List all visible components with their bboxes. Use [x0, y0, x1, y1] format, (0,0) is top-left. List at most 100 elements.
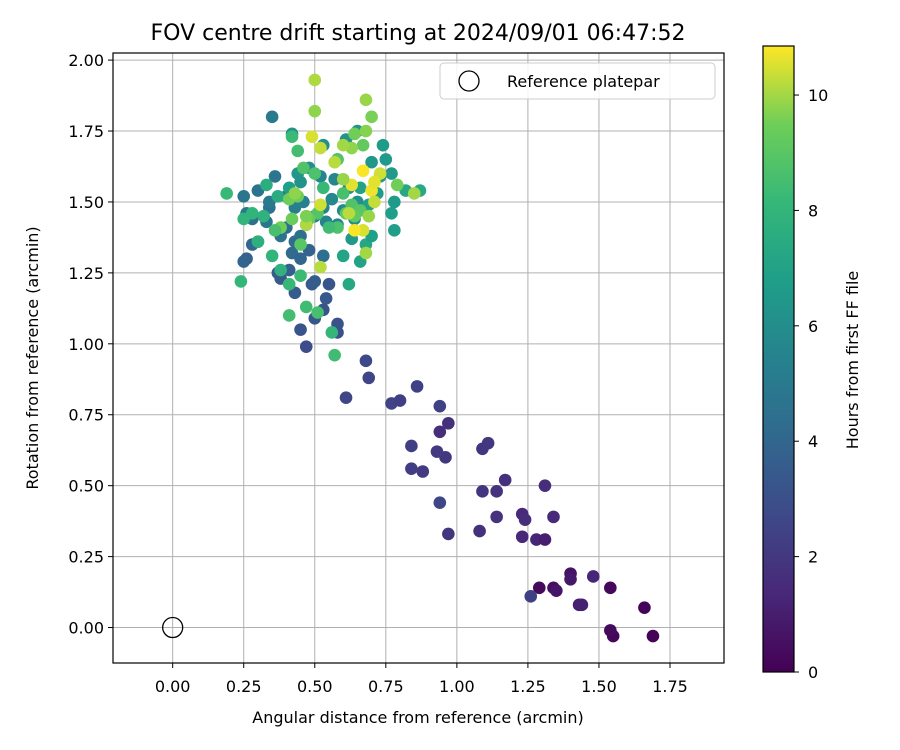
data-point — [257, 209, 270, 223]
data-point — [322, 277, 336, 291]
y-tick-label: 0.00 — [68, 619, 104, 638]
y-tick-label: 0.75 — [68, 406, 104, 425]
data-point — [260, 178, 273, 192]
data-point — [359, 93, 373, 107]
chart-title: FOV centre drift starting at 2024/09/01 … — [151, 21, 686, 46]
y-tick-label: 1.25 — [68, 264, 104, 283]
data-point — [368, 175, 381, 189]
reference-layer — [162, 616, 184, 639]
x-tick-label: 0.50 — [297, 677, 333, 696]
data-point — [282, 277, 296, 291]
data-point — [311, 306, 324, 319]
data-point — [274, 263, 287, 277]
colorbar-tick-label: 6 — [808, 317, 818, 336]
data-point — [476, 442, 489, 456]
data-point — [433, 496, 447, 509]
data-point — [407, 187, 421, 200]
data-point — [550, 584, 563, 597]
data-point — [294, 238, 307, 251]
x-axis-label: Angular distance from reference (arcmin) — [252, 708, 583, 727]
data-point — [390, 178, 404, 192]
data-point — [498, 473, 512, 487]
data-point — [265, 110, 279, 124]
legend: Reference platepar — [439, 62, 716, 100]
data-point — [299, 209, 313, 223]
data-point — [515, 530, 529, 544]
data-point — [237, 189, 251, 203]
legend-entry-label: Reference platepar — [507, 72, 660, 91]
data-point — [604, 581, 617, 595]
plot-frame — [112, 52, 725, 664]
data-point — [237, 212, 251, 226]
x-tick-label: 1.75 — [652, 677, 688, 696]
y-axis-ticks: 0.00 0.25 0.50 0.75 1.00 1.25 1.50 1.75 2.00 — [68, 51, 113, 638]
data-point — [416, 465, 430, 478]
x-tick-label: 1.00 — [439, 677, 475, 696]
data-point — [376, 138, 390, 152]
x-tick-label: 0.75 — [368, 677, 404, 696]
data-point — [322, 221, 336, 234]
y-tick-label: 1.00 — [68, 335, 104, 354]
y-tick-label: 0.50 — [68, 477, 104, 496]
data-point — [388, 224, 401, 237]
x-tick-label: 1.25 — [510, 677, 546, 696]
data-point — [356, 164, 370, 178]
data-point — [646, 629, 660, 643]
data-point — [291, 144, 305, 158]
data-point — [385, 207, 398, 220]
data-point — [325, 326, 339, 339]
data-point — [586, 570, 600, 583]
colorbar-label: Hours from first FF file — [843, 271, 862, 450]
data-point — [297, 161, 310, 175]
data-point — [336, 138, 350, 152]
data-point — [393, 394, 407, 407]
data-point — [564, 573, 577, 586]
data-point — [325, 192, 339, 206]
x-axis-ticks: 0.00 0.25 0.50 0.75 1.00 1.25 1.50 1.75 — [155, 663, 688, 696]
y-tick-label: 2.00 — [68, 51, 104, 70]
data-point — [575, 598, 589, 612]
data-point — [299, 300, 313, 314]
data-point — [442, 416, 455, 430]
data-point — [379, 153, 393, 166]
colorbar-tick-label: 10 — [808, 86, 828, 105]
colorbar-frame — [762, 45, 795, 673]
data-point — [490, 485, 503, 498]
legend-box — [439, 62, 716, 100]
data-point — [368, 195, 381, 209]
data-point — [328, 348, 341, 362]
data-point — [385, 167, 398, 180]
data-point — [524, 590, 538, 603]
y-tick-label: 1.75 — [68, 122, 104, 141]
data-point — [433, 425, 447, 439]
data-point — [342, 207, 356, 220]
data-point — [328, 155, 341, 169]
data-point — [336, 187, 350, 200]
data-point — [359, 124, 373, 138]
data-point — [356, 138, 370, 152]
x-tick-label: 0.25 — [226, 677, 262, 696]
data-point — [314, 260, 327, 274]
colorbar-tick-label: 2 — [808, 548, 818, 567]
colorbar-tick-label: 0 — [808, 663, 818, 682]
data-point — [316, 249, 330, 263]
data-point — [473, 524, 486, 538]
data-point — [282, 309, 296, 322]
data-point — [268, 224, 282, 237]
data-point — [342, 277, 356, 291]
y-tick-label: 0.25 — [68, 548, 104, 567]
data-point — [308, 73, 322, 87]
data-point — [271, 189, 285, 203]
data-point — [365, 110, 378, 124]
data-point — [430, 445, 444, 458]
data-point — [220, 187, 233, 200]
colorbar-tick-label: 4 — [808, 432, 818, 451]
data-point — [547, 510, 560, 524]
data-point — [294, 323, 307, 336]
colorbar-ticks: 0 2 4 6 8 10 — [794, 86, 828, 682]
data-points — [220, 73, 660, 643]
data-point — [339, 391, 353, 405]
data-point — [234, 275, 248, 288]
x-tick-label: 0.00 — [155, 677, 191, 696]
data-point — [251, 235, 265, 248]
